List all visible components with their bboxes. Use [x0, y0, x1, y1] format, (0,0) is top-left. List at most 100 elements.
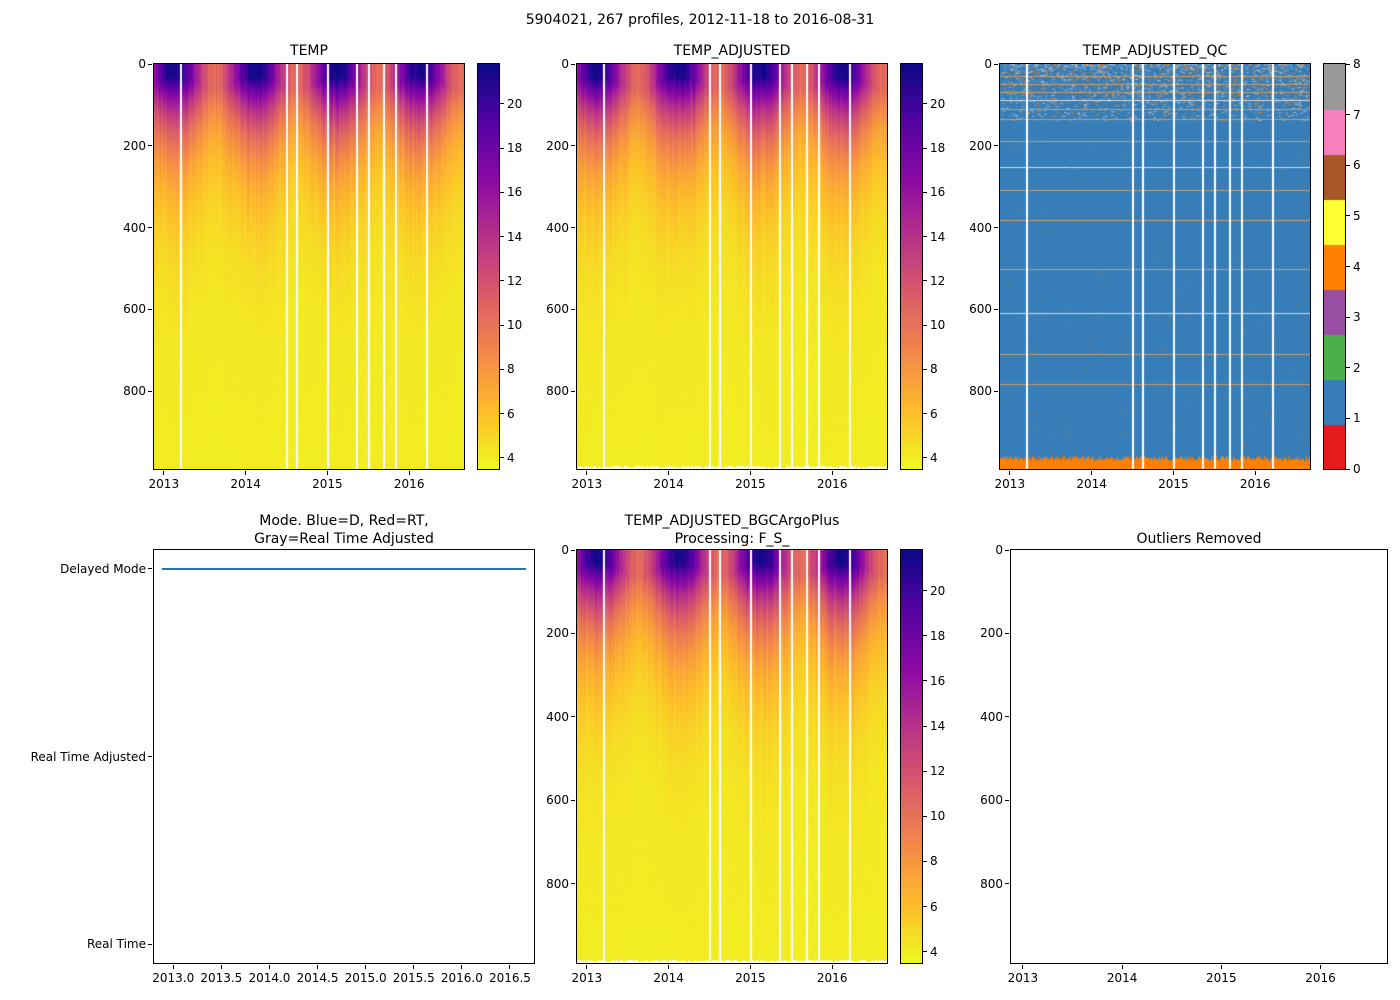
y-tick-mark: [571, 145, 575, 147]
y-tick-mark: [148, 568, 152, 570]
y-tick-label: 800: [546, 876, 569, 891]
x-tick-mark: [586, 471, 588, 475]
bgc-colorbar-canvas: [901, 550, 922, 963]
colorbar-tick-label: 20: [930, 96, 946, 111]
colorbar-tick-label: 14: [507, 229, 523, 244]
y-tick-label: 400: [123, 220, 146, 235]
bgc-heatmap-canvas: [577, 550, 887, 963]
y-tick-mark: [571, 883, 575, 885]
colorbar-tick-label: 1: [1353, 411, 1361, 426]
temp-adjusted-title: TEMP_ADJUSTED: [673, 43, 791, 59]
y-tick-mark: [994, 308, 998, 310]
temp-colorbar: [477, 63, 500, 470]
x-tick-label: 2014.5: [296, 971, 339, 985]
colorbar-tick-mark: [923, 280, 927, 282]
y-tick-mark: [148, 390, 152, 392]
x-tick-label: 2015: [735, 971, 766, 985]
mode-category-label: Real Time Adjusted: [30, 749, 146, 764]
bgc-title: TEMP_ADJUSTED_BGCArgoPlus Processing: F_…: [624, 513, 840, 548]
mode-plot-frame: [153, 549, 535, 964]
colorbar-tick-label: 10: [930, 318, 946, 333]
x-tick-label: 2016: [1305, 971, 1336, 985]
x-tick-label: 2014: [1076, 477, 1107, 491]
temp-colorbar-canvas: [478, 64, 499, 469]
colorbar-tick-label: 12: [930, 764, 946, 779]
colorbar-tick-mark: [923, 680, 927, 682]
y-tick-label: 400: [969, 220, 992, 235]
figure-title: 5904021, 267 profiles, 2012-11-18 to 201…: [525, 12, 875, 28]
x-tick-mark: [749, 471, 751, 475]
y-tick-label: 200: [123, 138, 146, 153]
x-tick-label: 2015.0: [344, 971, 387, 985]
y-tick-mark: [994, 227, 998, 229]
x-tick-mark: [245, 471, 247, 475]
colorbar-tick-mark: [500, 457, 504, 459]
colorbar-tick-label: 6: [930, 406, 938, 421]
colorbar-tick-mark: [1346, 266, 1350, 267]
x-tick-label: 2013.0: [152, 971, 195, 985]
y-tick-mark: [571, 549, 575, 551]
colorbar-tick-label: 6: [507, 406, 515, 421]
colorbar-tick-label: 3: [1353, 310, 1361, 325]
qc-heatmap-frame: [999, 63, 1311, 470]
x-tick-mark: [586, 965, 588, 969]
y-tick-label: 600: [546, 793, 569, 808]
x-tick-label: 2014: [1106, 971, 1138, 985]
x-tick-mark: [831, 965, 833, 969]
x-tick-label: 2016.0: [440, 971, 483, 985]
x-tick-mark: [831, 471, 833, 475]
y-tick-label: 800: [969, 384, 992, 399]
y-tick-mark: [148, 145, 152, 147]
colorbar-tick-label: 8: [930, 362, 938, 377]
x-tick-mark: [220, 965, 222, 969]
y-tick-mark: [1005, 799, 1009, 801]
colorbar-tick-mark: [923, 147, 927, 149]
qc-colorbar: [1323, 63, 1346, 470]
colorbar-tick-mark: [923, 368, 927, 370]
outliers-plot-frame: [1010, 549, 1388, 964]
temp-title: TEMP: [290, 43, 328, 59]
colorbar-tick-label: 18: [507, 141, 523, 156]
y-tick-label: 600: [980, 793, 1003, 808]
x-tick-label: 2014: [653, 477, 684, 491]
x-tick-mark: [1254, 471, 1256, 475]
x-tick-label: 2013: [994, 477, 1026, 491]
y-tick-mark: [1005, 716, 1009, 718]
x-tick-mark: [1172, 471, 1174, 475]
x-tick-label: 2015: [1158, 477, 1189, 491]
colorbar-tick-label: 20: [507, 96, 523, 111]
y-tick-label: 400: [546, 220, 569, 235]
mode-category-label: Real Time: [86, 937, 146, 952]
y-tick-mark: [1005, 883, 1009, 885]
colorbar-tick-label: 10: [930, 809, 946, 824]
x-tick-mark: [1022, 965, 1024, 969]
temp-heatmap-canvas: [154, 64, 464, 469]
y-tick-mark: [994, 390, 998, 392]
colorbar-tick-mark: [923, 635, 927, 637]
x-tick-mark: [668, 965, 670, 969]
outliers-title: Outliers Removed: [1136, 531, 1262, 547]
temp-adjusted-colorbar-canvas: [901, 64, 922, 469]
y-tick-label: 0: [995, 543, 1003, 557]
colorbar-tick-label: 8: [1353, 57, 1361, 71]
colorbar-tick-mark: [500, 236, 504, 238]
y-tick-mark: [571, 632, 575, 634]
colorbar-tick-label: 16: [930, 185, 946, 200]
y-tick-mark: [571, 63, 575, 65]
y-tick-mark: [148, 308, 152, 310]
colorbar-tick-mark: [500, 280, 504, 282]
y-tick-label: 600: [546, 302, 569, 317]
x-tick-label: 2016: [393, 477, 425, 491]
y-tick-label: 0: [561, 543, 569, 557]
y-tick-label: 600: [969, 302, 992, 317]
delayed-mode-line: [161, 567, 527, 570]
colorbar-tick-label: 8: [507, 362, 515, 377]
colorbar-tick-mark: [1346, 367, 1350, 369]
colorbar-tick-mark: [1346, 316, 1350, 318]
x-tick-mark: [317, 965, 319, 969]
colorbar-tick-mark: [923, 413, 927, 415]
x-tick-label: 2014: [653, 971, 684, 985]
colorbar-tick-mark: [923, 457, 927, 459]
colorbar-tick-label: 14: [930, 229, 946, 244]
y-tick-label: 200: [969, 138, 992, 153]
